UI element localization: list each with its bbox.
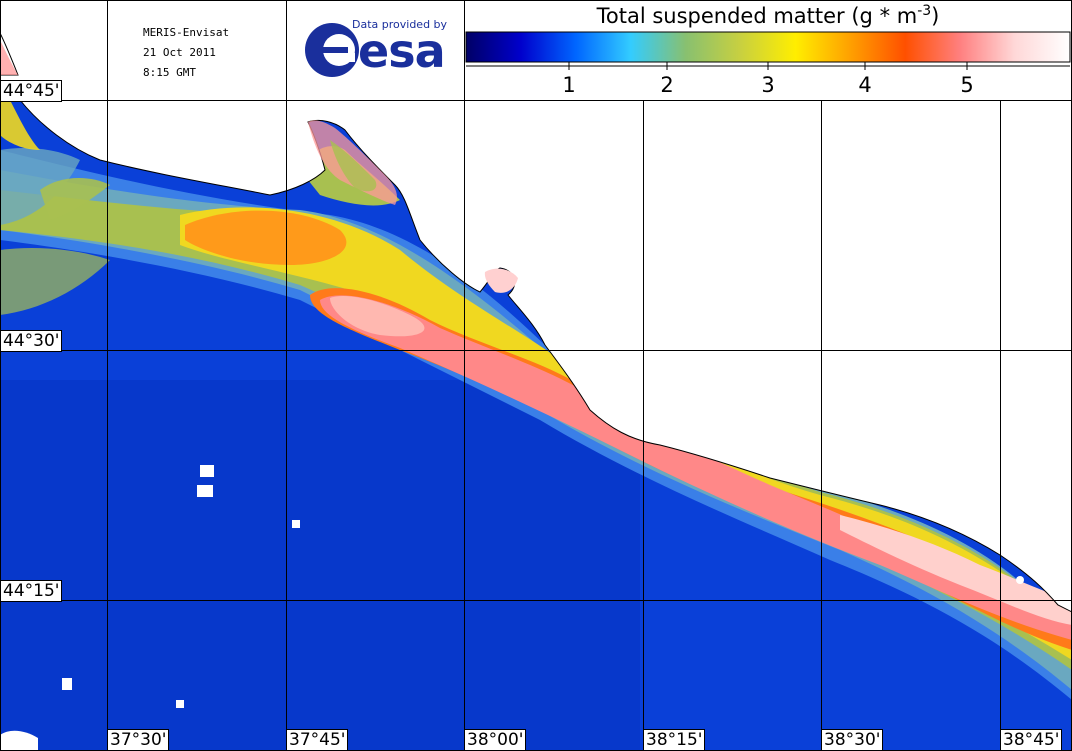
acquisition-info: MERIS-Envisat 21 Oct 2011 8:15 GMT <box>143 23 229 83</box>
lon-label-38-30: 38°30' <box>821 729 884 751</box>
esa-logo-mark <box>305 23 359 77</box>
colorbar-title-m: m <box>890 4 918 28</box>
esa-logo-text: esa <box>358 24 446 78</box>
colorbar-title: Total suspended matter (g * m-3) <box>466 3 1070 28</box>
lon-label-37-30: 37°30' <box>107 729 170 751</box>
colorbar-tick-5: 5 <box>960 73 974 97</box>
lon-label-38-00: 38°00' <box>464 729 527 751</box>
colorbar <box>465 31 1071 70</box>
sensor-label: MERIS-Envisat <box>143 26 230 39</box>
colorbar-title-prefix: Total suspended matter (g <box>596 4 880 28</box>
colorbar-title-suffix: ) <box>931 4 940 28</box>
colorbar-tick-3: 3 <box>761 73 775 97</box>
lon-label-38-15: 38°15' <box>643 729 706 751</box>
colorbar-title-exp: -3 <box>917 3 932 19</box>
colorbar-tick-4: 4 <box>858 73 872 97</box>
deep-sea-shade <box>0 380 640 751</box>
lat-label-44-15: 44°15' <box>0 580 63 602</box>
cloud-specks <box>62 465 1024 708</box>
lat-label-44-30: 44°30' <box>0 330 63 352</box>
colorbar-tick-1: 1 <box>562 73 576 97</box>
land-mass <box>0 33 1072 751</box>
colorbar-tick-2: 2 <box>660 73 674 97</box>
lon-label-37-45: 37°45' <box>286 729 349 751</box>
lat-label-44-45: 44°45' <box>0 80 63 102</box>
time-label: 8:15 GMT <box>143 66 196 79</box>
provider-note: Data provided by <box>352 18 448 31</box>
lon-label-38-45: 38°45' <box>1000 729 1063 751</box>
colorbar-title-star: * <box>879 4 891 28</box>
date-label: 21 Oct 2011 <box>143 46 216 59</box>
